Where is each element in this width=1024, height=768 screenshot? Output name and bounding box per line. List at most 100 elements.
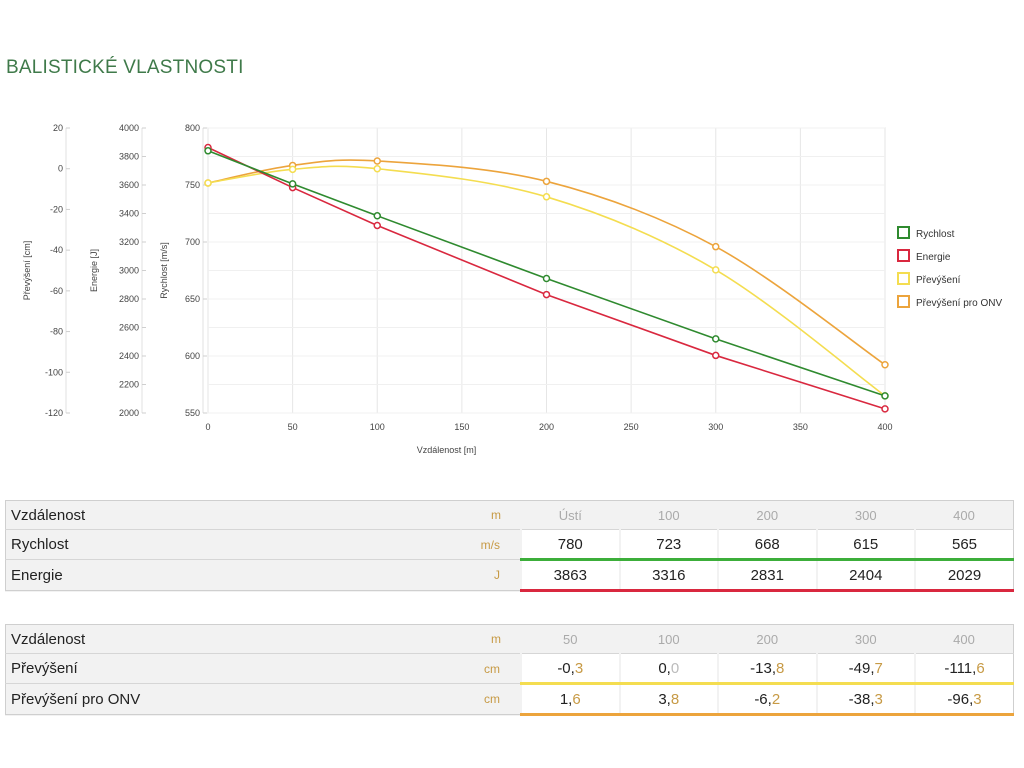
energy-tick-label: 4000 (119, 123, 139, 133)
data-point-rychlost (373, 212, 381, 220)
drop-onv-cell: -96,3 (914, 683, 1014, 716)
distance-cell: Ústí (521, 500, 620, 530)
drop-cell: -13,8 (717, 653, 817, 685)
energy-tick-label: 2400 (119, 351, 139, 361)
prev-tick-label: -80 (50, 327, 63, 337)
data-point-p-ev-en-pro-onv (542, 177, 551, 186)
x-tick-label: 250 (624, 422, 639, 432)
energy-cell: 3316 (618, 559, 718, 592)
distance-cell: 300 (816, 624, 915, 654)
row-label-drop: Převýšení (5, 653, 431, 684)
chart-legend: Rychlost Energie Převýšení Převýšení pro ON… (897, 226, 1002, 309)
chart-axes: 0 50 100 150 200 250 300 350 400200-20-40-60-80-… (22, 123, 893, 455)
x-tick-label: 300 (708, 422, 723, 432)
drop-onv-cell: -6,2 (717, 683, 817, 716)
energy-tick-label: 3400 (119, 209, 139, 219)
speed-tick-label: 700 (185, 237, 200, 247)
data-point-rychlost (204, 147, 212, 155)
row-label-speed: Rychlost (5, 529, 431, 560)
drop-int: 0, (658, 659, 671, 677)
speed-cell: 565 (914, 529, 1014, 561)
data-point-rychlost (881, 392, 889, 400)
energy-tick-label: 3600 (119, 180, 139, 190)
drop-int: -49, (848, 659, 875, 677)
x-tick-label: 0 (205, 422, 210, 432)
drop-int: -0, (557, 659, 575, 677)
unit-label: cm (484, 692, 500, 706)
series-line-rychlost (207, 150, 886, 397)
drop-dec: 6 (976, 659, 985, 677)
legend-label-rychlost: Rychlost (916, 229, 955, 240)
x-axis-title: Vzdálenost [m] (417, 445, 477, 455)
drop-cell: -0,3 (520, 653, 620, 685)
drop-int: -13, (750, 659, 776, 677)
drop-int: -111, (944, 659, 977, 677)
table-row: Vzdálenost m 50 100 200 300 400 (5, 624, 1014, 654)
distance-cell: 400 (915, 500, 1014, 530)
legend-swatch-energie (897, 249, 910, 262)
table-row: Vzdálenost m Ústí 100 200 300 400 (5, 500, 1014, 530)
drop-onv-dec: 3 (973, 690, 982, 708)
x-tick-label: 150 (454, 422, 469, 432)
x-tick-label: 50 (288, 422, 298, 432)
speed-tick-label: 750 (185, 180, 200, 190)
row-label-drop-onv: Převýšení pro ONV (11, 690, 141, 708)
data-point-p-ev-en- (542, 193, 551, 201)
energy-tick-label: 3800 (119, 152, 139, 162)
drop-cell: -111,6 (914, 653, 1014, 685)
energy-cell: 2404 (815, 559, 915, 592)
unit-label: m (431, 500, 521, 530)
drop-onv-int: 1, (559, 690, 573, 708)
data-point-p-ev-en- (288, 165, 297, 174)
speed-cell: 615 (815, 529, 915, 561)
x-tick-label: 200 (539, 422, 554, 432)
data-point-rychlost (288, 180, 297, 188)
data-point-p-ev-en- (712, 266, 720, 274)
energy-cell: 2029 (914, 559, 1014, 592)
prev-tick-label: -100 (45, 367, 63, 377)
data-point-p-ev-en-pro-onv (373, 157, 381, 165)
data-point-p-ev-en-pro-onv (881, 361, 889, 369)
drop-table: Vzdálenost m 50 100 200 300 400 Převýšen… (5, 624, 1014, 716)
legend-label-energie: Energie (916, 252, 951, 263)
data-point-p-ev-en-pro-onv (712, 242, 720, 251)
row-label-distance: Vzdálenost (5, 624, 431, 654)
speed-energy-table: Vzdálenost m Ústí 100 200 300 400 Rychlo… (5, 500, 1014, 592)
x-tick-label: 100 (370, 422, 385, 432)
drop-onv-dec: 6 (572, 690, 581, 708)
speed-tick-label: 800 (185, 123, 200, 133)
speed-cell: 780 (520, 529, 620, 561)
distance-cell: 100 (619, 500, 718, 530)
legend-swatch-rychlost (897, 226, 910, 239)
legend-label-p-ev-en-: Převýšení (916, 275, 961, 286)
energy-cell: 3863 (520, 559, 620, 592)
drop-onv-dec: 3 (874, 690, 883, 708)
row-label-distance: Vzdálenost (5, 500, 431, 530)
data-point-rychlost (712, 335, 720, 343)
distance-cell: 100 (619, 624, 718, 654)
speed-axis-title: Rychlost [m/s] (159, 242, 169, 299)
drop-onv-cell: 3,8 (618, 683, 718, 716)
distance-cell: 200 (718, 624, 817, 654)
page-title: BALISTICKÉ VLASTNOSTI (6, 57, 244, 78)
prev-axis-title: Převýšení [cm] (22, 241, 32, 301)
drop-cell: 0,0 (618, 653, 718, 685)
distance-cell: 400 (915, 624, 1014, 654)
legend-swatch-p-ev-en-pro-onv (897, 295, 910, 308)
table-row: Převýšení cm -0,3 0,0 -13,8 -49,7 -111,6 (5, 653, 1014, 685)
unit-label: m/s (431, 529, 521, 560)
drop-onv-int: -96, (947, 690, 974, 708)
prev-tick-label: -20 (50, 204, 63, 214)
energy-tick-label: 2600 (119, 323, 139, 333)
drop-dec: 7 (874, 659, 883, 677)
drop-onv-cell: -38,3 (815, 683, 915, 716)
speed-cell: 723 (618, 529, 718, 561)
drop-onv-dec: 8 (670, 690, 680, 708)
prev-tick-label: 0 (58, 164, 63, 174)
distance-cell: 200 (718, 500, 817, 530)
energy-tick-label: 2000 (119, 408, 139, 418)
drop-onv-dec: 2 (771, 690, 781, 708)
unit-label: m (431, 624, 521, 654)
x-tick-label: 400 (877, 422, 892, 432)
drop-onv-int: -6, (754, 690, 772, 708)
